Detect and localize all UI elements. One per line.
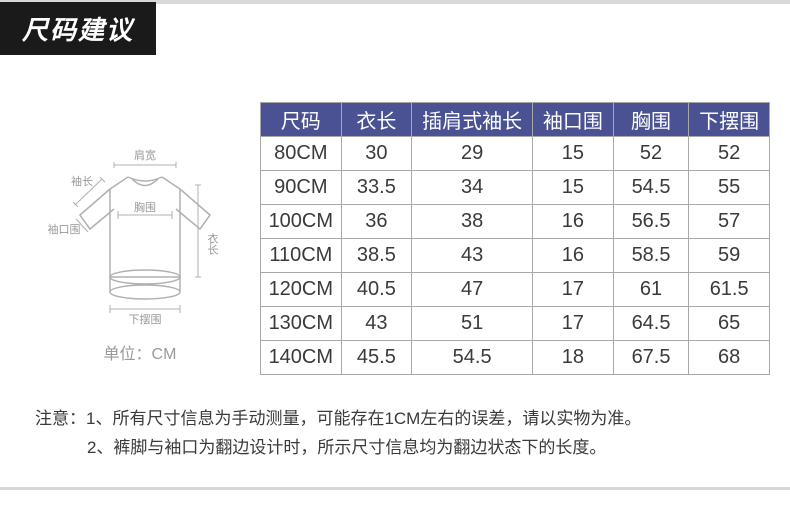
table-cell: 17 — [533, 307, 614, 341]
note-line-2: 2、裤脚与袖口为翻边设计时，所示尺寸信息均为翻边状态下的长度。 — [87, 438, 606, 457]
tshirt-diagram-area: 肩宽 袖长 袖口围 胸围 衣长 下摆围 单位：CM — [20, 102, 260, 364]
table-cell: 33.5 — [341, 171, 412, 205]
table-cell: 52 — [613, 137, 689, 171]
table-cell: 57 — [689, 205, 770, 239]
table-cell: 120CM — [261, 273, 342, 307]
tshirt-diagram: 肩宽 袖长 袖口围 胸围 衣长 下摆围 — [40, 137, 240, 327]
table-cell: 30 — [341, 137, 412, 171]
table-row: 80CM3029155252 — [261, 137, 770, 171]
table-cell: 15 — [533, 137, 614, 171]
table-cell: 45.5 — [341, 341, 412, 375]
table-cell: 43 — [341, 307, 412, 341]
table-row: 90CM33.5341554.555 — [261, 171, 770, 205]
th-bodylen: 衣长 — [341, 103, 412, 137]
label-hem: 下摆围 — [129, 312, 162, 326]
label-cuff: 袖口围 — [48, 222, 81, 236]
table-row: 120CM40.547176161.5 — [261, 273, 770, 307]
table-cell: 59 — [689, 239, 770, 273]
table-row: 110CM38.5431658.559 — [261, 239, 770, 273]
table-cell: 54.5 — [412, 341, 533, 375]
table-cell: 43 — [412, 239, 533, 273]
note-line-1: 1、所有尺寸信息为手动测量，可能存在1CM左右的误差，请以实物为准。 — [86, 409, 641, 428]
table-cell: 140CM — [261, 341, 342, 375]
table-cell: 54.5 — [613, 171, 689, 205]
table-cell: 16 — [533, 205, 614, 239]
table-cell: 29 — [412, 137, 533, 171]
table-cell: 38 — [412, 205, 533, 239]
th-sleeve: 插肩式袖长 — [412, 103, 533, 137]
notes-prefix: 注意： — [35, 409, 86, 428]
diagram-unit-label: 单位：CM — [20, 340, 260, 364]
table-cell: 40.5 — [341, 273, 412, 307]
label-chest: 胸围 — [134, 200, 156, 214]
table-cell: 34 — [412, 171, 533, 205]
table-cell: 65 — [689, 307, 770, 341]
table-cell: 52 — [689, 137, 770, 171]
table-cell: 58.5 — [613, 239, 689, 273]
table-cell: 55 — [689, 171, 770, 205]
th-hem: 下摆围 — [689, 103, 770, 137]
table-cell: 90CM — [261, 171, 342, 205]
table-row: 100CM36381656.557 — [261, 205, 770, 239]
table-header-row: 尺码 衣长 插肩式袖长 袖口围 胸围 下摆围 — [261, 103, 770, 137]
table-cell: 17 — [533, 273, 614, 307]
label-body-len: 衣长 — [206, 232, 219, 255]
table-cell: 15 — [533, 171, 614, 205]
table-cell: 36 — [341, 205, 412, 239]
table-cell: 47 — [412, 273, 533, 307]
table-cell: 56.5 — [613, 205, 689, 239]
table-cell: 100CM — [261, 205, 342, 239]
table-row: 140CM45.554.51867.568 — [261, 341, 770, 375]
label-sleeve-len: 袖长 — [71, 174, 93, 188]
size-table-area: 尺码 衣长 插肩式袖长 袖口围 胸围 下摆围 80CM302915525290C… — [260, 102, 770, 375]
content-row: 肩宽 袖长 袖口围 胸围 衣长 下摆围 单位：CM 尺码 衣长 插肩式袖长 袖口… — [0, 102, 790, 375]
th-cuff: 袖口围 — [533, 103, 614, 137]
table-cell: 51 — [412, 307, 533, 341]
size-table: 尺码 衣长 插肩式袖长 袖口围 胸围 下摆围 80CM302915525290C… — [260, 102, 770, 375]
th-chest: 胸围 — [613, 103, 689, 137]
table-cell: 68 — [689, 341, 770, 375]
table-cell: 130CM — [261, 307, 342, 341]
table-row: 130CM43511764.565 — [261, 307, 770, 341]
table-cell: 64.5 — [613, 307, 689, 341]
table-cell: 110CM — [261, 239, 342, 273]
table-cell: 61.5 — [689, 273, 770, 307]
label-shoulder: 肩宽 — [134, 148, 156, 162]
bottom-divider — [0, 487, 790, 490]
section-title: 尺码建议 — [0, 2, 156, 55]
table-cell: 67.5 — [613, 341, 689, 375]
table-cell: 16 — [533, 239, 614, 273]
table-cell: 18 — [533, 341, 614, 375]
th-size: 尺码 — [261, 103, 342, 137]
table-cell: 80CM — [261, 137, 342, 171]
notes-block: 注意：1、所有尺寸信息为手动测量，可能存在1CM左右的误差，请以实物为准。 2、… — [35, 405, 641, 463]
table-cell: 38.5 — [341, 239, 412, 273]
table-cell: 61 — [613, 273, 689, 307]
